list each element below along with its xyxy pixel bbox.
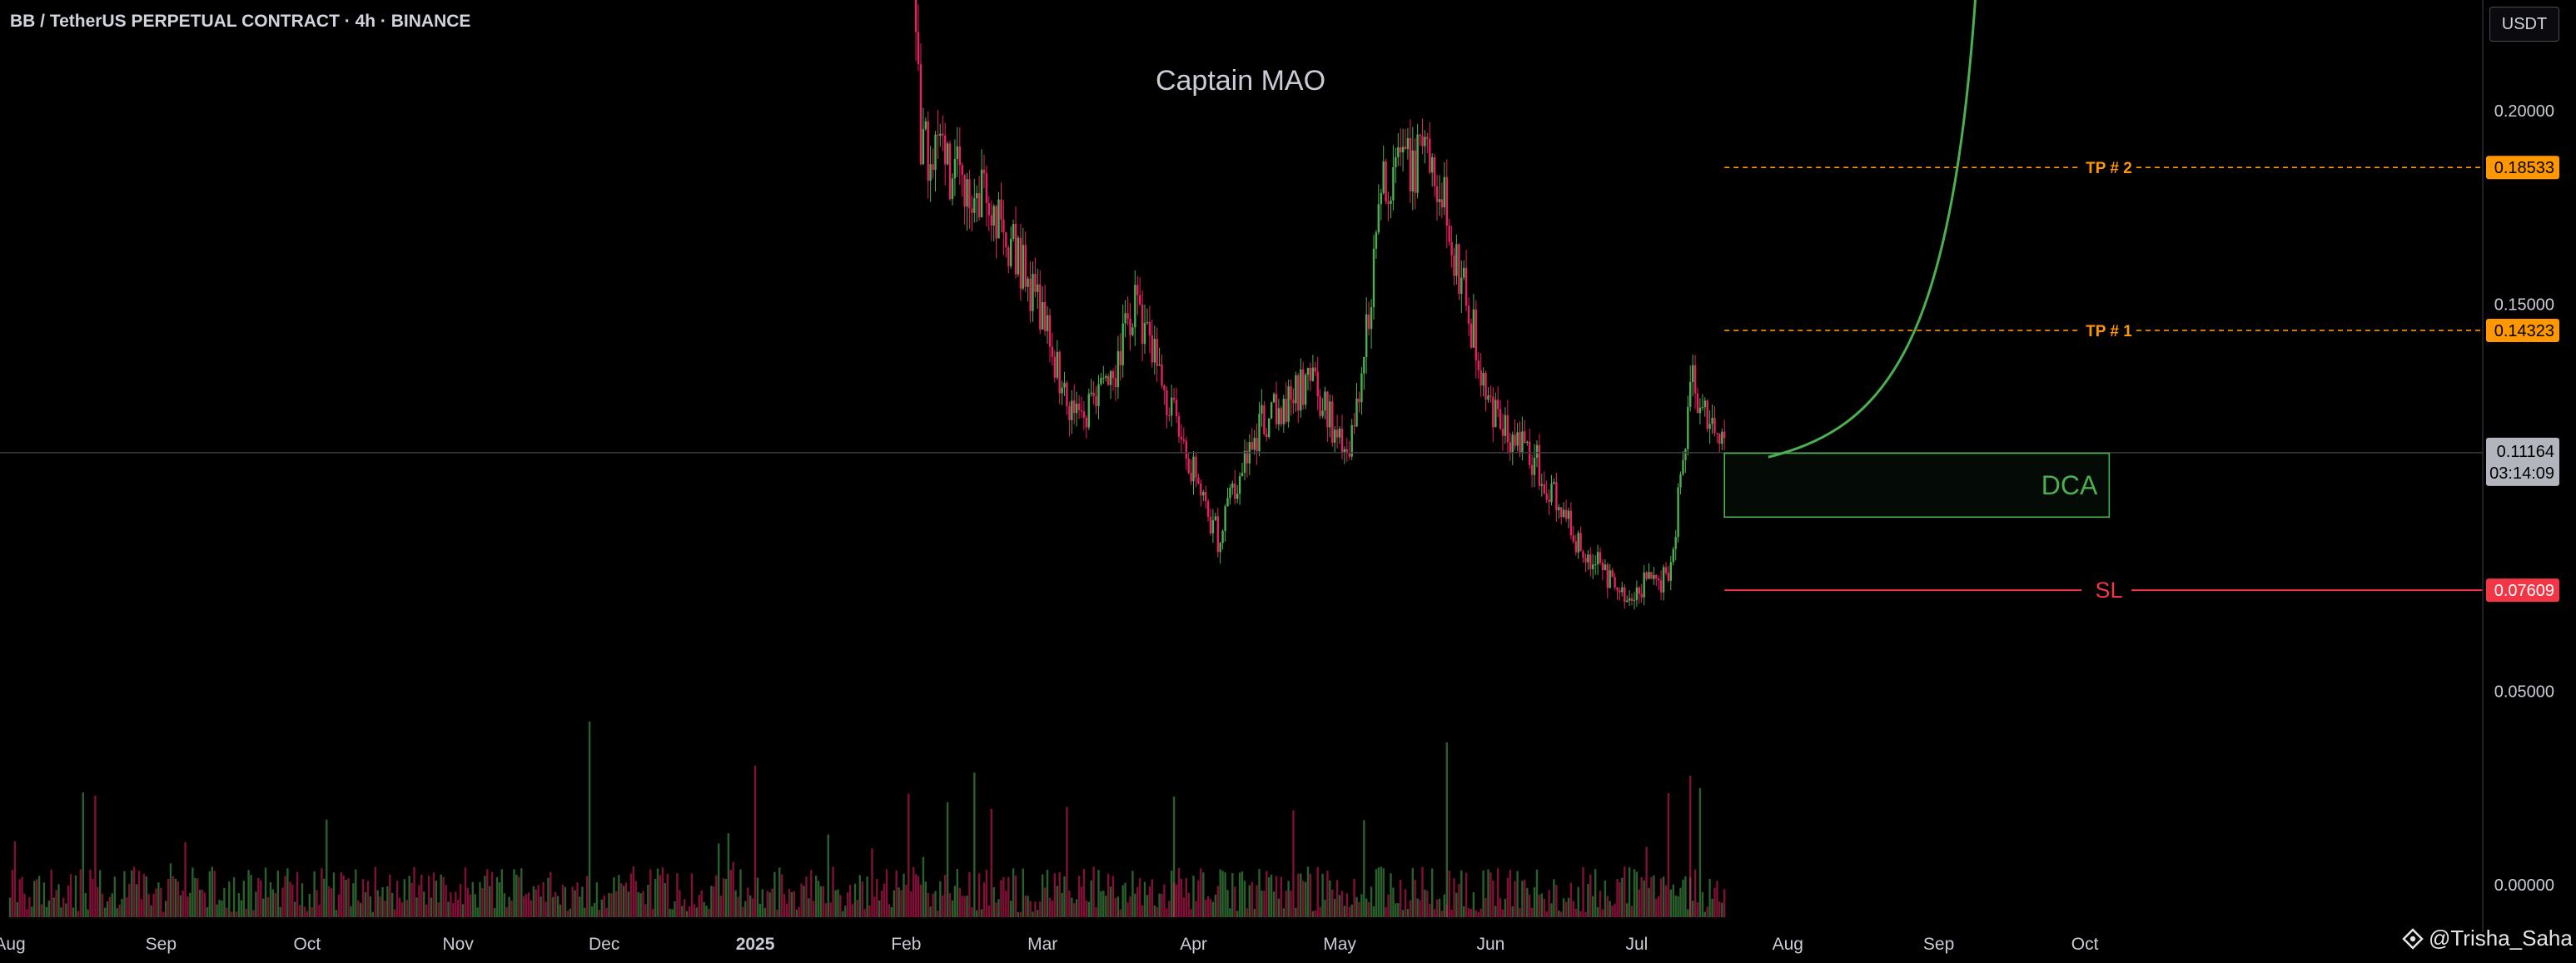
x-tick-label: Jun bbox=[1476, 935, 1504, 954]
dca-label: DCA bbox=[2041, 470, 2098, 500]
tp-1-label: TP # 1 bbox=[2086, 323, 2132, 340]
currency-unit-button[interactable]: USDT bbox=[2489, 7, 2559, 42]
projection-arrow bbox=[1768, 0, 1977, 459]
tp-2-price-tag-text: 0.18533 bbox=[2494, 159, 2554, 177]
tp-2-price-tag-bg bbox=[2486, 156, 2559, 180]
price-axis-ticks: 0.400000.350000.300000.250000.200000.150… bbox=[2494, 102, 2554, 895]
y-tick-label: 0.20000 bbox=[2494, 102, 2554, 121]
dca-zone: DCA bbox=[1723, 452, 2111, 519]
dca-zone-box bbox=[1723, 452, 2111, 519]
current-price-tag-bg bbox=[2486, 437, 2559, 486]
wicks-bull bbox=[922, 107, 1723, 610]
current-price-tag-value: 0.11164 bbox=[2497, 443, 2554, 461]
volume-bear bbox=[11, 766, 1726, 917]
author-name: @Trisha_Saha bbox=[2429, 926, 2573, 951]
x-tick-label: Oct bbox=[294, 935, 321, 954]
x-tick-label: 2025 bbox=[736, 935, 775, 954]
sl-price-tag-bg bbox=[2486, 578, 2559, 603]
y-tick-label: 0.05000 bbox=[2494, 683, 2554, 702]
tp-1-price-tag-bg bbox=[2486, 318, 2559, 342]
x-tick-label: Mar bbox=[1027, 935, 1057, 954]
wicks-bear bbox=[915, 0, 1725, 609]
tp-1-price-tag-text: 0.14323 bbox=[2494, 322, 2554, 340]
candlesticks bbox=[914, 0, 1726, 610]
x-tick-label: Apr bbox=[1180, 935, 1207, 954]
x-tick-label: Jul bbox=[1625, 935, 1648, 954]
x-tick-label: Aug bbox=[0, 935, 26, 954]
trade-levels: TP # 3TP # 2TP # 1SL bbox=[1724, 160, 2483, 603]
symbol-title[interactable]: BB / TetherUS PERPETUAL CONTRACT · 4h · … bbox=[10, 12, 471, 31]
author-credit: @Trisha_Saha bbox=[2402, 926, 2573, 951]
tradingview-logo-icon bbox=[2402, 927, 2424, 950]
x-tick-label: Dec bbox=[589, 935, 619, 954]
volume-bars bbox=[8, 722, 1726, 917]
time-axis-ticks[interactable]: Aug Sep Oct Nov Dec 2025 Feb Mar Apr May Jun Jul Aug… bbox=[0, 935, 2099, 954]
y-tick-label: 0.00000 bbox=[2494, 876, 2554, 895]
x-tick-label: May bbox=[1323, 935, 1356, 954]
tp-2-label: TP # 2 bbox=[2086, 160, 2132, 177]
x-tick-label: Sep bbox=[1923, 935, 1954, 954]
volume-bull bbox=[8, 722, 1723, 917]
current-price-tag-countdown: 03:14:09 bbox=[2489, 464, 2554, 483]
bodies-bull bbox=[922, 121, 1723, 603]
x-tick-label: Aug bbox=[1773, 935, 1803, 954]
y-tick-label: 0.15000 bbox=[2494, 296, 2554, 315]
x-tick-label: Sep bbox=[146, 935, 177, 954]
x-tick-label: Nov bbox=[443, 935, 475, 954]
bodies-bear bbox=[914, 0, 1726, 603]
sl-label: SL bbox=[2095, 578, 2122, 603]
x-tick-label: Oct bbox=[2071, 935, 2099, 954]
chart-watermark: Captain MAO bbox=[1155, 65, 1326, 97]
x-tick-label: Feb bbox=[891, 935, 921, 954]
sl-price-tag-text: 0.07609 bbox=[2494, 582, 2554, 600]
projection-arrow-curve bbox=[1768, 0, 1977, 459]
price-axis-tags: 0.265670.185330.143230.076090.1116403:14… bbox=[2486, 156, 2559, 603]
